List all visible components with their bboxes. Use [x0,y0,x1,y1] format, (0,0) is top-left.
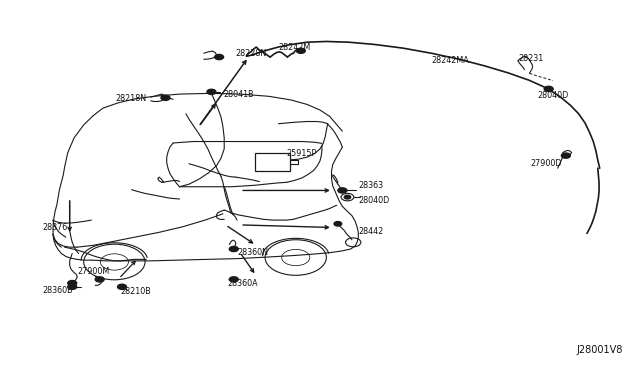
Circle shape [161,95,170,100]
Circle shape [544,86,553,92]
Circle shape [68,284,77,289]
Text: 28442: 28442 [358,227,383,236]
Text: 28360A: 28360A [227,279,258,288]
Text: J28001V8: J28001V8 [577,344,623,355]
Circle shape [95,277,104,282]
Circle shape [229,246,238,251]
Text: 28242M: 28242M [278,42,311,51]
Text: 28040D: 28040D [358,196,390,205]
Text: 28231: 28231 [518,54,543,62]
Text: 28363: 28363 [358,181,383,190]
Circle shape [229,277,238,282]
Circle shape [207,89,216,94]
Text: 27900M: 27900M [77,267,109,276]
Text: 28242MA: 28242MA [432,56,470,65]
Text: 28218N: 28218N [115,94,147,103]
Text: 28360N: 28360N [237,248,268,257]
Text: 27900D: 27900D [531,158,563,167]
Text: 28376: 28376 [42,223,67,232]
Circle shape [338,188,347,193]
Text: 28041B: 28041B [223,90,253,99]
Text: 28210B: 28210B [121,287,152,296]
Circle shape [118,284,127,289]
Circle shape [334,222,342,226]
Circle shape [296,48,305,53]
Text: 25915P: 25915P [287,149,317,158]
Circle shape [214,54,223,60]
Text: 28228N: 28228N [236,49,267,58]
Circle shape [344,195,351,199]
Circle shape [68,280,77,286]
Bar [255,153,290,171]
Text: 28360B: 28360B [42,286,73,295]
Text: 28040D: 28040D [537,91,568,100]
Circle shape [561,153,570,158]
